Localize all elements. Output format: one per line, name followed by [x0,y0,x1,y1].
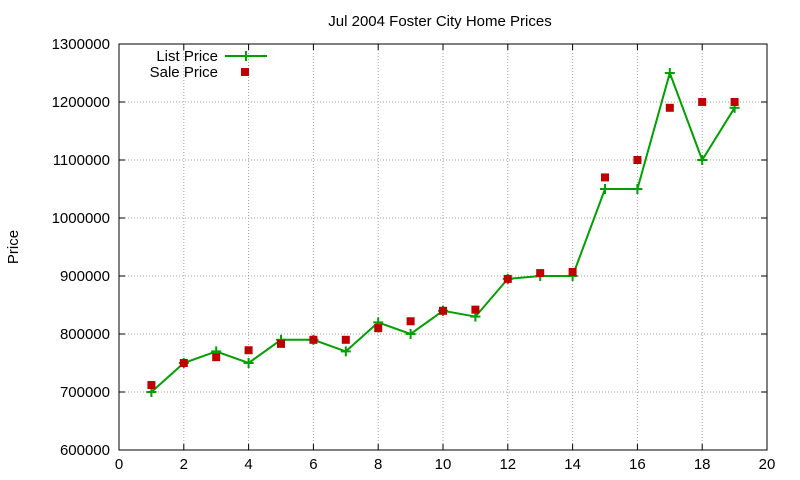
data-series [146,68,740,397]
sale-price-point [244,346,253,355]
list-price-point [632,184,643,194]
sale-price-point [633,156,642,164]
x-tick-label: 12 [499,456,516,473]
y-tick-label: 1100000 [53,152,110,169]
legend-marker-list-price [241,51,251,61]
sale-price-point [179,359,188,367]
legend-label-sale-price: Sale Price [150,64,218,81]
x-tick-label: 4 [244,456,252,473]
x-tick-label: 20 [759,456,776,473]
axis-ticks [118,43,768,451]
sale-price-point [212,353,221,362]
sale-price-point [730,98,739,106]
x-axis-tick-labels: 0 2 4 6 8 10 12 14 16 18 20 [115,456,776,473]
list-price-point [243,358,254,368]
x-tick-label: 0 [115,456,123,473]
list-price-point [340,346,351,357]
x-tick-label: 8 [374,456,382,473]
sale-price-point [568,267,577,276]
y-tick-label: 900000 [60,268,110,285]
sale-price-point [341,335,350,344]
y-axis-tick-labels: 600000 700000 800000 900000 1000000 1100000 12… [52,36,110,459]
chart-title: Jul 2004 Foster City Home Prices [328,13,551,30]
x-tick-label: 18 [694,456,711,473]
list-price-point [697,155,708,165]
sale-price-point [601,173,609,182]
sale-price-point [536,269,545,278]
sale-price-point [309,335,318,344]
sale-price-point [439,306,447,315]
grid [119,44,767,450]
legend-label-list-price: List Price [156,48,218,65]
sale-price-point [698,98,707,106]
y-tick-label: 1200000 [52,94,110,111]
sale-price-point [406,317,415,326]
y-axis-label: Price [5,230,22,264]
x-tick-label: 6 [309,456,317,473]
sale-price-point [471,305,480,314]
legend-marker-sale-price [241,68,249,76]
y-tick-label: 800000 [60,326,110,343]
y-tick-label: 1000000 [52,210,110,227]
sale-price-point [277,339,285,348]
sale-price-point [147,381,156,390]
y-tick-label: 600000 [60,442,110,459]
list-price-point [600,184,610,194]
list-price-point [405,329,416,339]
x-tick-label: 10 [435,456,452,473]
x-tick-label: 14 [564,456,581,473]
x-tick-label: 2 [180,456,188,473]
legend: List Price Sale Price [150,48,267,81]
sale-price-point [503,274,512,283]
y-tick-label: 700000 [60,384,110,401]
sale-price-point [374,324,383,333]
x-tick-label: 16 [629,456,646,473]
list-price-point [664,68,675,78]
series-sale-price [147,98,739,390]
sale-price-point [665,103,674,112]
y-tick-label: 1300000 [52,36,110,53]
